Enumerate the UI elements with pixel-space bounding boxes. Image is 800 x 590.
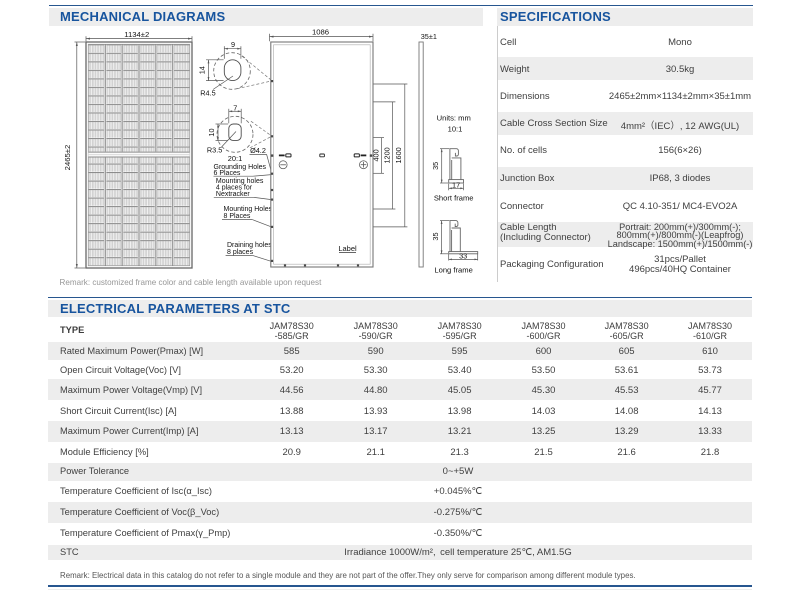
svg-text:9: 9 [231, 40, 235, 49]
svg-text:Label: Label [338, 244, 357, 253]
svg-text:8 Places: 8 Places [224, 213, 251, 220]
svg-text:Draining holes: Draining holes [227, 242, 272, 249]
svg-text:1600: 1600 [394, 147, 403, 163]
svg-text:1086: 1086 [312, 28, 329, 37]
svg-text:14: 14 [198, 66, 207, 74]
svg-text:Units: mm: Units: mm [437, 114, 471, 123]
svg-text:35: 35 [431, 162, 440, 170]
svg-text:10: 10 [207, 128, 216, 136]
svg-text:Mounting Holes: Mounting Holes [224, 206, 273, 213]
svg-text:Nextracker: Nextracker [216, 191, 251, 198]
svg-text:35: 35 [431, 232, 440, 240]
svg-text:R4.5: R4.5 [200, 89, 215, 98]
svg-text:4 places for: 4 places for [216, 185, 253, 192]
svg-text:10:1: 10:1 [448, 124, 463, 133]
svg-text:7: 7 [233, 104, 237, 113]
svg-text:20:1: 20:1 [228, 154, 242, 163]
svg-text:R3.5: R3.5 [207, 145, 222, 154]
svg-text:Ø4.2: Ø4.2 [250, 146, 266, 155]
svg-text:17: 17 [452, 180, 460, 189]
svg-text:1134±2: 1134±2 [124, 30, 149, 39]
svg-text:Long frame: Long frame [434, 266, 472, 275]
svg-text:8 places: 8 places [227, 249, 254, 256]
svg-text:2465±2: 2465±2 [63, 145, 72, 171]
svg-text:Short frame: Short frame [434, 193, 474, 202]
svg-text:1200: 1200 [382, 147, 391, 163]
svg-text:400: 400 [371, 149, 380, 161]
svg-text:6 Places: 6 Places [214, 170, 241, 177]
svg-text:35±1: 35±1 [421, 32, 437, 41]
svg-text:33: 33 [459, 251, 467, 260]
svg-text:Grounding Holes: Grounding Holes [214, 164, 267, 171]
svg-text:Mounting holes: Mounting holes [216, 178, 264, 185]
